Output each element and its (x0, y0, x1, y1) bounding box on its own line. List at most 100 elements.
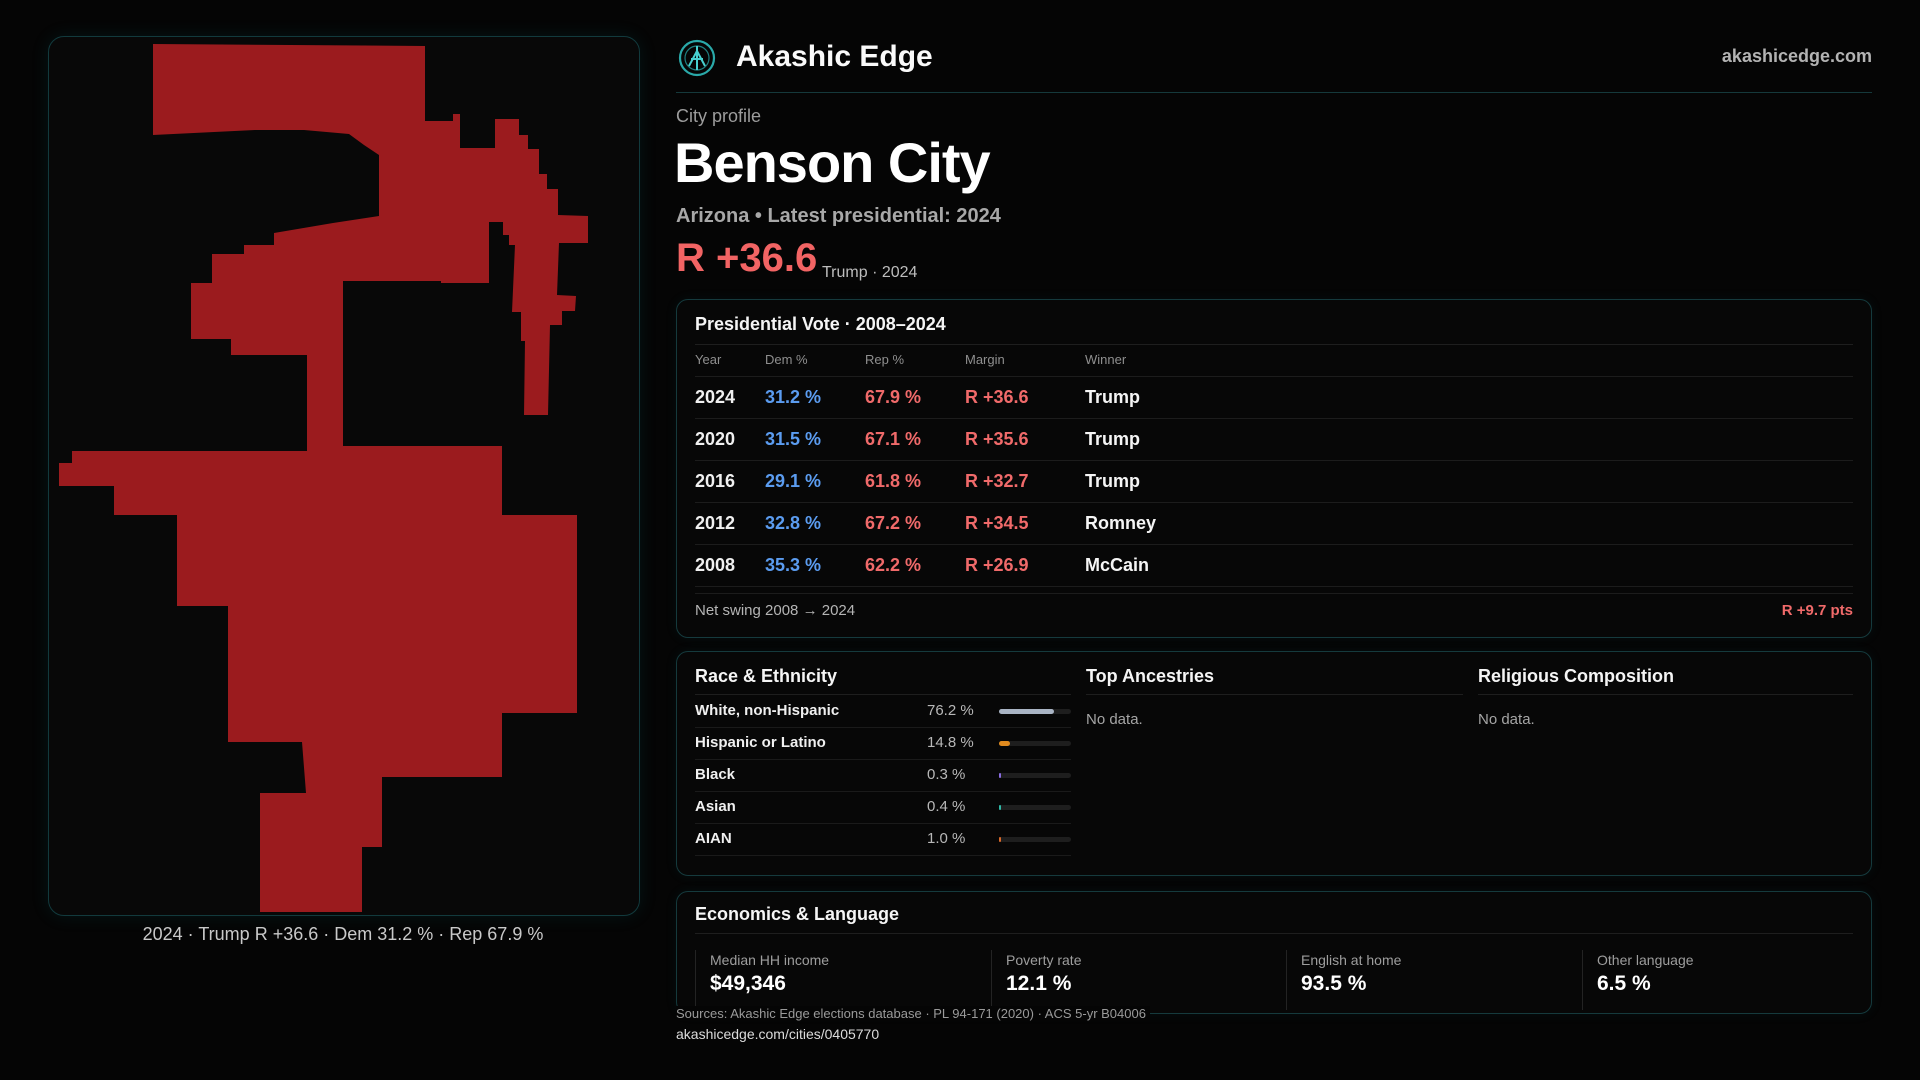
column-header-margin: Margin (965, 352, 1005, 367)
race-bar-fill (999, 805, 1001, 810)
cell-rep: 67.9 % (865, 387, 922, 407)
cell-year: 2008 (695, 555, 736, 575)
cell-dem: 31.5 % (765, 429, 822, 449)
cell-margin: R +36.6 (965, 387, 1029, 407)
race-bar-fill (999, 773, 1001, 778)
divider (695, 694, 1071, 695)
religious-composition-title: Religious Composition (1478, 666, 1674, 686)
top-ancestries-title: Top Ancestries (1086, 666, 1215, 686)
divider (695, 344, 1853, 345)
cell-winner: Trump (1085, 387, 1141, 407)
cell-dem: 31.2 % (765, 387, 822, 407)
cell-year: 2020 (695, 429, 736, 449)
cell-rep: 67.1 % (865, 429, 922, 449)
religion-empty-state: No data. (1478, 711, 1535, 728)
cell-margin: R +35.6 (965, 429, 1029, 449)
cell-dem: 32.8 % (765, 513, 822, 533)
site-header: Akashic Edge akashicedge.com (676, 36, 1872, 93)
divider (1086, 694, 1463, 695)
cell-year: 2016 (695, 471, 736, 491)
race-row: White, non-Hispanic 76.2 % (695, 695, 1071, 728)
cell-margin: R +32.7 (965, 471, 1029, 491)
column-header-year: Year (695, 352, 722, 367)
cell-margin: R +34.5 (965, 513, 1029, 533)
column-header-rep: Rep % (865, 352, 905, 367)
divider (1286, 950, 1287, 1010)
stat-poverty-rate: Poverty rate 12.1 % (991, 940, 1261, 1010)
cell-rep: 67.2 % (865, 513, 922, 533)
stat-label: Poverty rate (1006, 952, 1082, 968)
race-bar-track (999, 805, 1071, 810)
table-row: 2016 29.1 % 61.8 % R +32.7 Trump (695, 460, 1853, 502)
race-bar-fill (999, 837, 1001, 842)
stat-label: English at home (1301, 952, 1402, 968)
cell-winner: McCain (1085, 555, 1150, 575)
cell-winner: Trump (1085, 471, 1141, 491)
site-link[interactable]: akashicedge.com (1721, 46, 1872, 66)
table-row: 2024 31.2 % 67.9 % R +36.6 Trump (695, 376, 1853, 418)
presidential-vote-card: Presidential Vote · 2008–2024 Year Dem %… (676, 299, 1872, 638)
cell-year: 2012 (695, 513, 736, 533)
page-title: Benson City (674, 131, 991, 194)
akashic-edge-logo-icon[interactable] (678, 39, 716, 77)
stat-value: 6.5 % (1597, 972, 1651, 995)
stat-label: Other language (1597, 952, 1694, 968)
table-row: 2012 32.8 % 67.2 % R +34.5 Romney (695, 502, 1853, 544)
stat-value: 93.5 % (1301, 972, 1367, 995)
page-kicker: City profile (676, 106, 762, 126)
cell-rep: 62.2 % (865, 555, 922, 575)
cell-dem: 29.1 % (765, 471, 822, 491)
net-swing-value: R +9.7 pts (1781, 602, 1853, 619)
city-boundary-shape (59, 44, 588, 912)
table-row: 2008 35.3 % 62.2 % R +26.9 McCain (695, 544, 1853, 587)
cell-winner: Romney (1085, 513, 1157, 533)
race-label: Hispanic or Latino (695, 734, 826, 751)
card-title: Presidential Vote · 2008–2024 (695, 314, 946, 334)
race-label: AIAN (695, 830, 732, 847)
net-swing-label: Net swing 2008 → 2024 (695, 602, 856, 619)
table-header: Year Dem % Rep % Margin Winner (695, 352, 1853, 376)
race-row: AIAN 1.0 % (695, 823, 1071, 856)
demographics-card: Race & Ethnicity White, non-Hispanic 76.… (676, 651, 1872, 876)
page-subtitle: Arizona • Latest presidential: 2024 (676, 205, 1001, 227)
stat-value: $49,346 (710, 972, 786, 995)
page-url-link[interactable]: akashicedge.com/cities/0405770 (676, 1026, 880, 1042)
table-row: 2020 31.5 % 67.1 % R +35.6 Trump (695, 418, 1853, 460)
headline-margin-note: Trump · 2024 (822, 264, 918, 281)
stat-other-language: Other language 6.5 % (1582, 940, 1852, 1010)
cell-year: 2024 (695, 387, 736, 407)
economics-language-card: Economics & Language Median HH income $4… (676, 891, 1872, 1014)
cell-rep: 61.8 % (865, 471, 922, 491)
stat-english-at-home: English at home 93.5 % (1286, 940, 1556, 1010)
race-ethnicity-title: Race & Ethnicity (695, 666, 838, 686)
race-row: Asian 0.4 % (695, 791, 1071, 824)
stat-label: Median HH income (710, 952, 830, 968)
race-bar-track (999, 837, 1071, 842)
race-percent: 76.2 % (927, 702, 974, 719)
divider (695, 593, 1853, 594)
brand-name[interactable]: Akashic Edge (736, 40, 933, 73)
column-header-winner: Winner (1085, 352, 1127, 367)
race-percent: 0.3 % (927, 766, 966, 783)
race-bar-fill (999, 741, 1010, 746)
race-label: Asian (695, 798, 736, 815)
race-bar-track (999, 773, 1071, 778)
race-label: White, non-Hispanic (695, 702, 840, 719)
divider (695, 950, 696, 1010)
card-title: Economics & Language (695, 904, 900, 924)
race-row: Black 0.3 % (695, 759, 1071, 792)
race-bar-track (999, 709, 1071, 714)
race-bar-fill (999, 709, 1054, 714)
race-percent: 0.4 % (927, 798, 966, 815)
headline-margin: R +36.6 (676, 236, 818, 280)
column-header-dem: Dem % (765, 352, 808, 367)
race-label: Black (695, 766, 736, 783)
race-bar-track (999, 741, 1071, 746)
stat-median-income: Median HH income $49,346 (695, 940, 965, 1010)
race-percent: 14.8 % (927, 734, 974, 751)
ancestries-empty-state: No data. (1086, 711, 1143, 728)
race-row: Hispanic or Latino 14.8 % (695, 727, 1071, 760)
cell-winner: Trump (1085, 429, 1141, 449)
city-boundary-map (48, 36, 640, 916)
divider (1582, 950, 1583, 1010)
